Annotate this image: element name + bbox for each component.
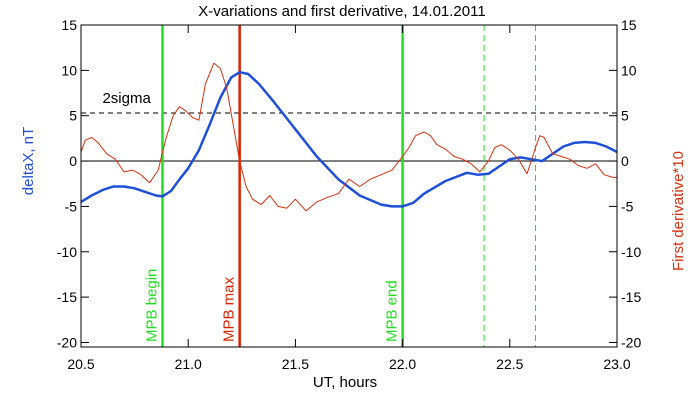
y-tick-label-left: 0 xyxy=(69,153,77,169)
x-tick-label: 23.0 xyxy=(603,356,630,372)
marker-label-3: MPB end xyxy=(384,280,401,342)
marker-label-2: MPB max xyxy=(221,276,238,342)
y-tick-label-left: 5 xyxy=(69,108,77,124)
y-tick-label-left: -5 xyxy=(65,198,78,214)
y-tick-label-right: 10 xyxy=(621,62,637,78)
x-tick-label: 22.5 xyxy=(496,356,523,372)
series-line-derivative xyxy=(80,62,617,212)
y-tick-label-right: -20 xyxy=(621,334,641,350)
x-tick-label: 21.0 xyxy=(175,356,202,372)
y-tick-label-left: 15 xyxy=(61,17,77,33)
x-tick-label: 20.5 xyxy=(67,356,94,372)
y-tick-label-right: -5 xyxy=(621,198,634,214)
y-tick-label-left: 10 xyxy=(61,62,77,78)
y-tick-label-right: -15 xyxy=(621,289,641,305)
y-tick-label-right: 0 xyxy=(621,153,629,169)
series-line-deltaX xyxy=(80,70,618,208)
chart-title: X-variations and first derivative, 14.01… xyxy=(198,3,485,20)
y-tick-label-left: -10 xyxy=(57,244,77,260)
y-axis-right-title: First derivative*10 xyxy=(670,151,687,271)
y-axis-left-title: deltaX, nT xyxy=(20,127,37,195)
x-tick-label: 21.5 xyxy=(282,356,309,372)
x-axis-title: UT, hours xyxy=(313,374,377,391)
sigma-label: 2sigma xyxy=(102,90,151,107)
marker-label-1: MPB begin xyxy=(143,269,160,342)
y-tick-label-left: -20 xyxy=(57,334,77,350)
y-tick-label-right: 5 xyxy=(621,108,629,124)
plot-area: 2sigma MPB begin MPB max MPB end 15 15 10 10 5 5 0… xyxy=(57,17,642,372)
x-tick-label: 22.0 xyxy=(389,356,416,372)
y-tick-label-left: -15 xyxy=(57,289,77,305)
plot-frame xyxy=(80,24,618,348)
y-tick-label-right: 15 xyxy=(621,17,637,33)
y-tick-label-right: -10 xyxy=(621,244,641,260)
